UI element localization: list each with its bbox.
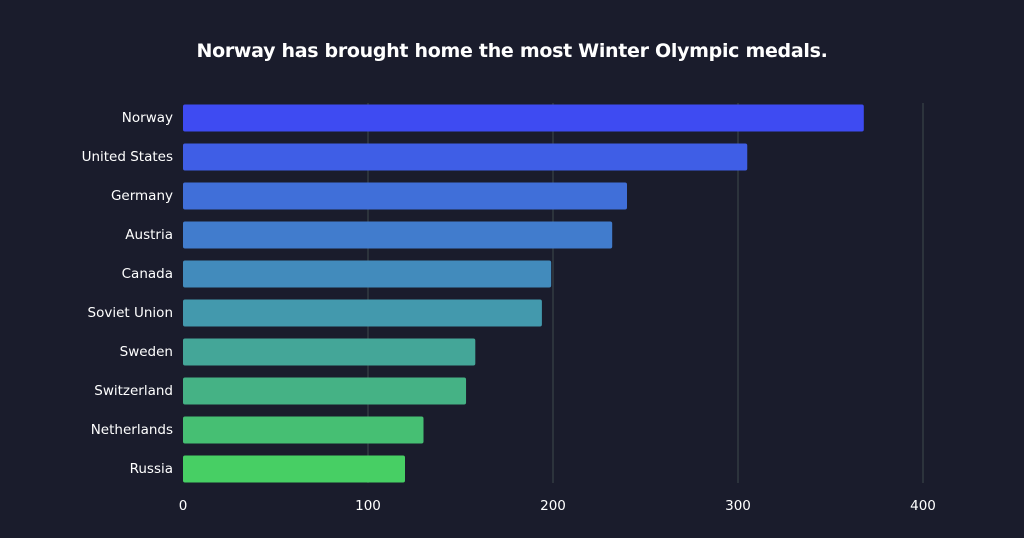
category-labels: Norway United States Germany Austria Canada S… [82, 110, 173, 477]
bar-germany [183, 182, 627, 210]
bar-sweden [183, 338, 476, 366]
category-label: Netherlands [91, 422, 173, 438]
x-tick-label: 200 [540, 498, 566, 514]
bar-united-states [183, 143, 748, 171]
bar-netherlands [183, 416, 424, 444]
bar-soviet-union [183, 299, 542, 327]
category-label: Sweden [120, 344, 173, 360]
chart-title: Norway has brought home the most Winter … [196, 40, 828, 62]
category-label: United States [82, 149, 173, 165]
x-tick-label: 300 [725, 498, 751, 514]
category-label: Russia [130, 461, 173, 477]
x-tick-label: 0 [179, 498, 188, 514]
bar-switzerland [183, 377, 467, 405]
category-label: Switzerland [94, 383, 173, 399]
category-label: Soviet Union [88, 305, 173, 321]
bar-russia [183, 455, 405, 483]
bar-austria [183, 221, 613, 249]
category-label: Norway [122, 110, 173, 126]
category-label: Germany [111, 188, 173, 204]
bar-norway [183, 104, 864, 132]
category-label: Canada [122, 266, 173, 282]
x-axis-tick-labels: 0 100 200 300 400 [179, 498, 936, 514]
bars [183, 104, 864, 483]
bar-canada [183, 260, 552, 288]
x-tick-label: 100 [355, 498, 381, 514]
category-label: Austria [125, 227, 173, 243]
x-tick-label: 400 [910, 498, 936, 514]
